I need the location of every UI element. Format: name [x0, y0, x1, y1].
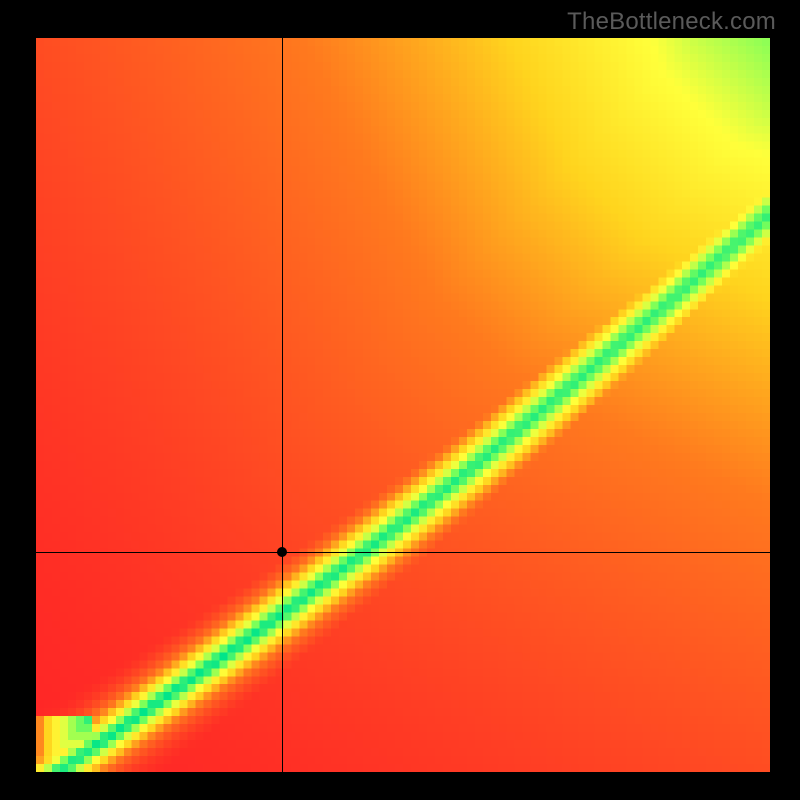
- crosshair-vertical: [282, 38, 283, 772]
- heatmap-canvas: [36, 38, 770, 772]
- crosshair-marker: [277, 547, 287, 557]
- heatmap-plot: [36, 38, 770, 772]
- watermark-text: TheBottleneck.com: [567, 8, 776, 36]
- crosshair-horizontal: [36, 552, 770, 553]
